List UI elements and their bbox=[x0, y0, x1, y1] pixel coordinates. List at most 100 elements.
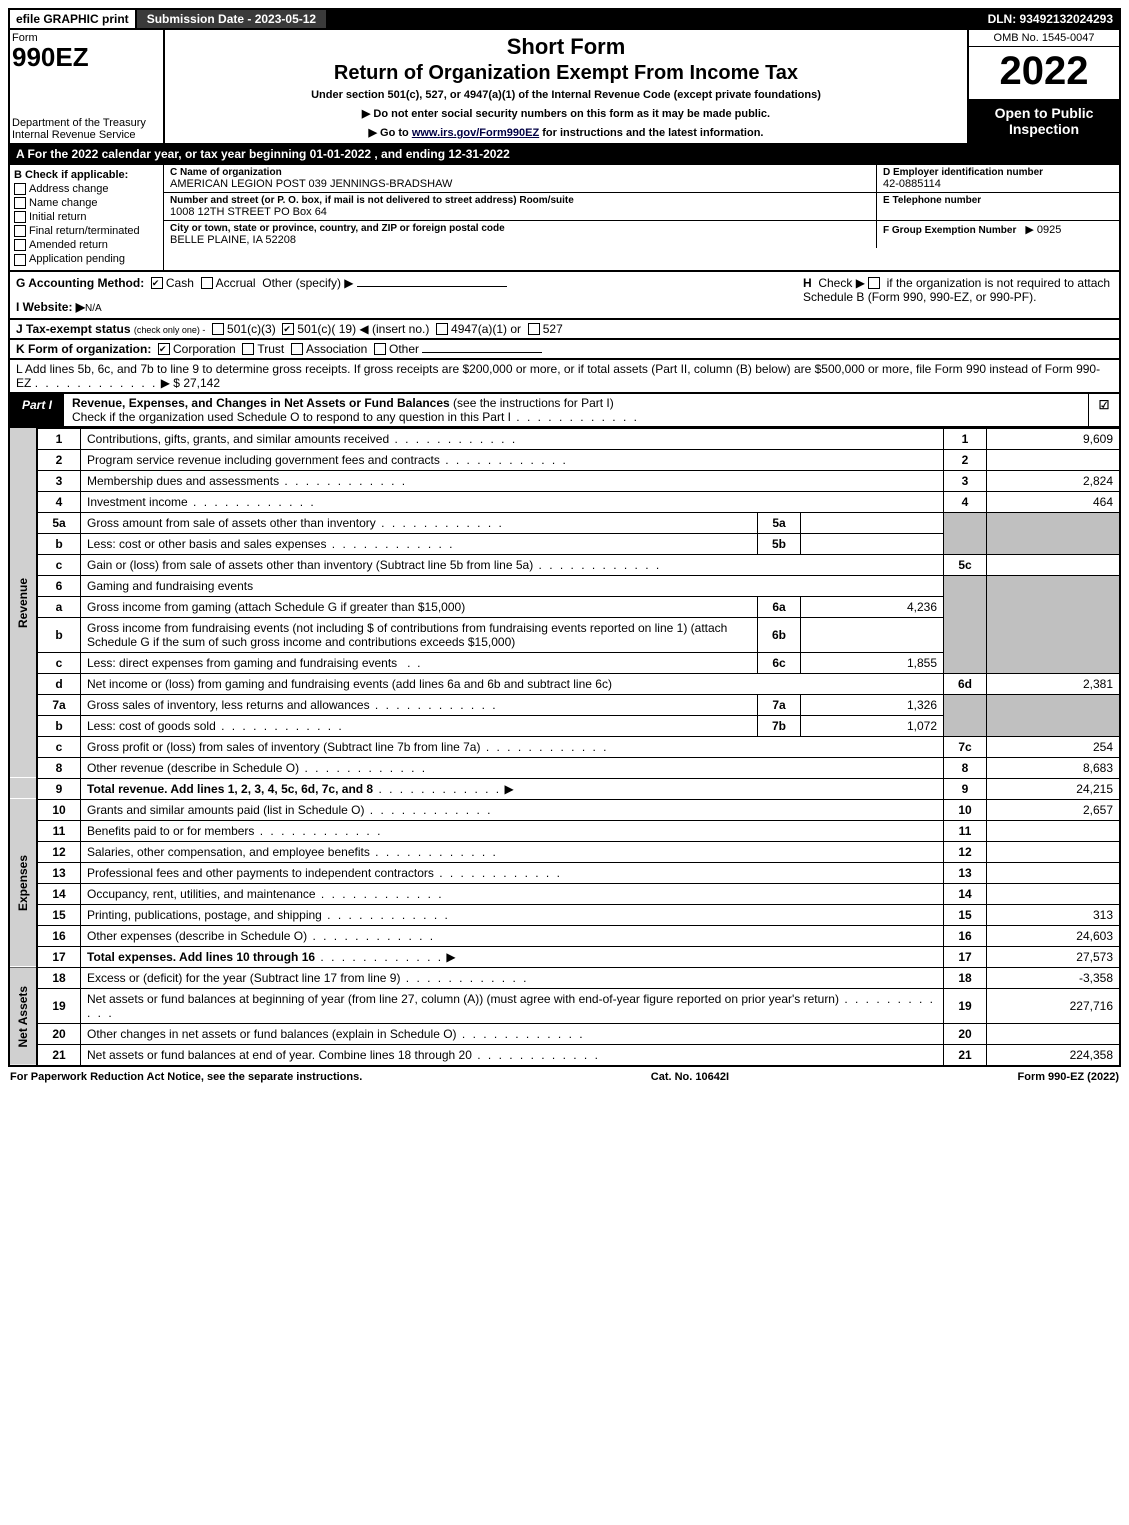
line-5a-desc: Gross amount from sale of assets other t… bbox=[81, 512, 758, 533]
line-9-val: 24,215 bbox=[987, 778, 1121, 799]
title-short-form: Short Form bbox=[173, 34, 959, 60]
line-4-val: 464 bbox=[987, 491, 1121, 512]
line-21-desc: Net assets or fund balances at end of ye… bbox=[81, 1044, 944, 1066]
line-16-val: 24,603 bbox=[987, 925, 1121, 946]
line-7b-desc: Less: cost of goods sold bbox=[81, 715, 758, 736]
cb-trust[interactable] bbox=[242, 343, 254, 355]
header-left: Form 990EZ Department of the Treasury In… bbox=[10, 30, 165, 143]
line-16-desc: Other expenses (describe in Schedule O) bbox=[81, 925, 944, 946]
city-state-zip: City or town, state or province, country… bbox=[164, 221, 876, 248]
line-6b-subval bbox=[801, 617, 944, 652]
line-6d-desc: Net income or (loss) from gaming and fun… bbox=[81, 673, 944, 694]
line-6b-desc: Gross income from fundraising events (no… bbox=[81, 617, 758, 652]
line-11-val bbox=[987, 820, 1121, 841]
efile-label[interactable]: efile GRAPHIC print bbox=[10, 10, 135, 28]
h-schedule-b: H Check ▶ if the organization is not req… bbox=[803, 276, 1113, 304]
tax-year: 2022 bbox=[969, 47, 1119, 95]
line-7c-val: 254 bbox=[987, 736, 1121, 757]
line-20-desc: Other changes in net assets or fund bala… bbox=[81, 1023, 944, 1044]
line-13-desc: Professional fees and other payments to … bbox=[81, 862, 944, 883]
cb-final-return[interactable]: Final return/terminated bbox=[14, 225, 159, 237]
line-15-desc: Printing, publications, postage, and shi… bbox=[81, 904, 944, 925]
column-b-checkboxes: B Check if applicable: Address change Na… bbox=[10, 165, 164, 270]
line-2-val bbox=[987, 449, 1121, 470]
line-1-val: 9,609 bbox=[987, 428, 1121, 449]
cb-527[interactable] bbox=[528, 323, 540, 335]
line-8-desc: Other revenue (describe in Schedule O) bbox=[81, 757, 944, 778]
line-14-desc: Occupancy, rent, utilities, and maintena… bbox=[81, 883, 944, 904]
i-website-label: I Website: ▶ bbox=[16, 300, 85, 314]
line-6d-val: 2,381 bbox=[987, 673, 1121, 694]
city-value: BELLE PLAINE, IA 52208 bbox=[170, 234, 870, 246]
cb-501c[interactable] bbox=[282, 323, 294, 335]
cb-amended-return[interactable]: Amended return bbox=[14, 239, 159, 251]
title-return: Return of Organization Exempt From Incom… bbox=[173, 62, 959, 85]
line-20-val bbox=[987, 1023, 1121, 1044]
form-header: Form 990EZ Department of the Treasury In… bbox=[8, 30, 1121, 145]
cb-501c3[interactable] bbox=[212, 323, 224, 335]
part-i-header: Part I Revenue, Expenses, and Changes in… bbox=[8, 394, 1121, 428]
g-accounting-method: G Accounting Method: Cash Accrual Other … bbox=[16, 276, 783, 314]
line-6-desc: Gaming and fundraising events bbox=[81, 575, 944, 596]
line-7a-subval: 1,326 bbox=[801, 694, 944, 715]
street-value: 1008 12TH STREET PO Box 64 bbox=[170, 206, 870, 218]
omb-number: OMB No. 1545-0047 bbox=[969, 30, 1119, 47]
d-ein: D Employer identification number 42-0885… bbox=[876, 165, 1119, 192]
line-12-desc: Salaries, other compensation, and employ… bbox=[81, 841, 944, 862]
row-l-gross-receipts: L Add lines 5b, 6c, and 7b to line 9 to … bbox=[8, 360, 1121, 394]
line-14-val bbox=[987, 883, 1121, 904]
footer: For Paperwork Reduction Act Notice, see … bbox=[8, 1067, 1121, 1087]
line-1-desc: Contributions, gifts, grants, and simila… bbox=[81, 428, 944, 449]
column-cde: C Name of organization AMERICAN LEGION P… bbox=[164, 165, 1119, 270]
header-center: Short Form Return of Organization Exempt… bbox=[165, 30, 967, 143]
line-1-no: 1 bbox=[37, 428, 81, 449]
cb-association[interactable] bbox=[291, 343, 303, 355]
line-7a-desc: Gross sales of inventory, less returns a… bbox=[81, 694, 758, 715]
line-18-val: -3,358 bbox=[987, 967, 1121, 988]
cb-other[interactable] bbox=[374, 343, 386, 355]
cb-schedule-b[interactable] bbox=[868, 277, 880, 289]
cb-accrual[interactable] bbox=[201, 277, 213, 289]
line-5a-subval bbox=[801, 512, 944, 533]
footer-left: For Paperwork Reduction Act Notice, see … bbox=[10, 1071, 362, 1083]
line-19-desc: Net assets or fund balances at beginning… bbox=[81, 988, 944, 1023]
open-public-inspection: Open to Public Inspection bbox=[969, 99, 1119, 143]
line-11-desc: Benefits paid to or for members bbox=[81, 820, 944, 841]
line-8-val: 8,683 bbox=[987, 757, 1121, 778]
footer-center: Cat. No. 10642I bbox=[651, 1071, 729, 1083]
line-4-desc: Investment income bbox=[81, 491, 944, 512]
row-k-form-org: K Form of organization: Corporation Trus… bbox=[8, 340, 1121, 360]
line-6a-desc: Gross income from gaming (attach Schedul… bbox=[81, 596, 758, 617]
line-10-val: 2,657 bbox=[987, 799, 1121, 820]
cb-4947[interactable] bbox=[436, 323, 448, 335]
header-right: OMB No. 1545-0047 2022 Open to Public In… bbox=[967, 30, 1119, 143]
part-i-check[interactable]: ☑ bbox=[1088, 394, 1119, 426]
line-15-val: 313 bbox=[987, 904, 1121, 925]
cb-application-pending[interactable]: Application pending bbox=[14, 253, 159, 265]
line-2-desc: Program service revenue including govern… bbox=[81, 449, 944, 470]
cb-initial-return[interactable]: Initial return bbox=[14, 211, 159, 223]
line-17-val: 27,573 bbox=[987, 946, 1121, 967]
website-value: N/A bbox=[85, 303, 102, 314]
row-gh: G Accounting Method: Cash Accrual Other … bbox=[8, 272, 1121, 320]
cb-address-change[interactable]: Address change bbox=[14, 183, 159, 195]
part-i-label: Part I bbox=[10, 394, 64, 426]
section-bcdef: B Check if applicable: Address change Na… bbox=[8, 165, 1121, 272]
department-label: Department of the Treasury Internal Reve… bbox=[12, 117, 157, 141]
irs-link[interactable]: www.irs.gov/Form990EZ bbox=[412, 127, 539, 139]
side-label-expenses: Expenses bbox=[9, 799, 37, 967]
form-number: 990EZ bbox=[12, 44, 157, 70]
line-10-desc: Grants and similar amounts paid (list in… bbox=[81, 799, 944, 820]
subtitle-goto: ▶ Go to www.irs.gov/Form990EZ for instru… bbox=[173, 126, 959, 139]
ein-value: 42-0885114 bbox=[883, 178, 1113, 190]
line-19-val: 227,716 bbox=[987, 988, 1121, 1023]
part-i-title: Revenue, Expenses, and Changes in Net As… bbox=[64, 394, 1088, 426]
line-18-desc: Excess or (deficit) for the year (Subtra… bbox=[81, 967, 944, 988]
line-17-desc: Total expenses. Add lines 10 through 16 … bbox=[81, 946, 944, 967]
group-exemption-value: ▶ 0925 bbox=[1025, 224, 1061, 236]
cb-corporation[interactable] bbox=[158, 343, 170, 355]
cb-name-change[interactable]: Name change bbox=[14, 197, 159, 209]
line-6c-subval: 1,855 bbox=[801, 652, 944, 673]
cb-cash[interactable] bbox=[151, 277, 163, 289]
footer-right: Form 990-EZ (2022) bbox=[1018, 1071, 1119, 1083]
